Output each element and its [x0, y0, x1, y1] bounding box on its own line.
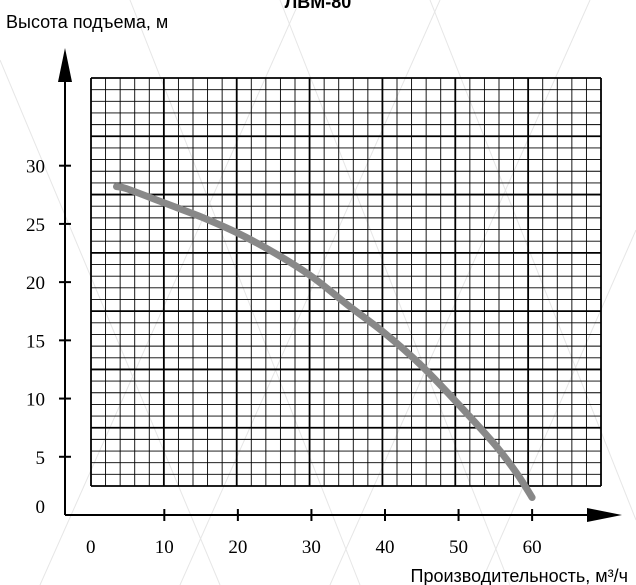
y-tick-label: 0: [36, 497, 46, 518]
head-capacity-curve: [113, 183, 536, 501]
y-tick-label: 20: [26, 273, 45, 294]
grid-minor-lines: [91, 78, 601, 486]
x-tick-label: 50: [449, 537, 468, 558]
y-tick-labels: 0 5 10 15 20 25 30: [26, 157, 45, 518]
y-axis-arrow: [58, 48, 72, 82]
axes: [58, 48, 622, 522]
chart-title: ЛВМ-80: [285, 0, 352, 12]
x-axis-label: Производительность, м³/ч: [411, 566, 628, 585]
y-tick-label: 25: [26, 215, 45, 236]
x-tick-label: 40: [375, 537, 394, 558]
y-tick-label: 5: [36, 448, 46, 469]
axis-ticks: [59, 164, 534, 521]
x-tick-labels: 0 10 20 30 40 50 60: [86, 537, 542, 558]
x-tick-label: 20: [228, 537, 247, 558]
y-axis-label: Высота подъема, м: [6, 12, 168, 32]
x-tick-label: 60: [523, 537, 542, 558]
y-tick-label: 10: [26, 390, 45, 411]
grid-major-lines: [90, 77, 602, 487]
x-tick-label: 0: [86, 537, 96, 558]
x-tick-label: 10: [155, 537, 174, 558]
x-axis-arrow: [587, 508, 622, 522]
x-tick-label: 30: [302, 537, 321, 558]
y-tick-label: 15: [26, 331, 45, 352]
y-tick-label: 30: [26, 157, 45, 178]
